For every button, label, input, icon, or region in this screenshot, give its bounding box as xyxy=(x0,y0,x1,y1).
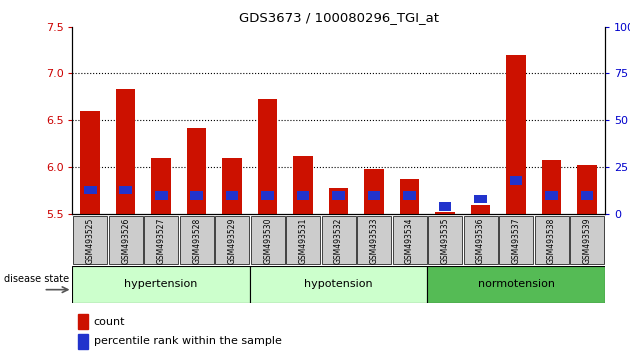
Text: count: count xyxy=(94,316,125,327)
Bar xyxy=(329,188,348,214)
Text: GSM493536: GSM493536 xyxy=(476,217,485,264)
FancyBboxPatch shape xyxy=(428,216,462,264)
Bar xyxy=(332,191,345,200)
Text: GSM493529: GSM493529 xyxy=(227,217,237,264)
Text: hypertension: hypertension xyxy=(125,279,198,289)
FancyBboxPatch shape xyxy=(427,266,605,303)
FancyBboxPatch shape xyxy=(72,266,250,303)
Bar xyxy=(190,191,203,200)
Bar xyxy=(471,205,490,214)
Bar xyxy=(400,178,420,214)
Bar xyxy=(226,191,239,200)
Bar xyxy=(545,191,558,200)
Bar xyxy=(297,191,309,200)
FancyBboxPatch shape xyxy=(180,216,214,264)
Text: GSM493535: GSM493535 xyxy=(440,217,450,264)
FancyBboxPatch shape xyxy=(570,216,604,264)
Text: GSM493531: GSM493531 xyxy=(299,217,307,264)
FancyBboxPatch shape xyxy=(144,216,178,264)
Bar xyxy=(364,169,384,214)
Bar xyxy=(581,191,593,200)
FancyBboxPatch shape xyxy=(73,216,107,264)
Bar xyxy=(155,191,168,200)
Bar xyxy=(368,191,381,200)
Text: GSM493533: GSM493533 xyxy=(370,217,379,264)
Bar xyxy=(84,185,96,194)
FancyBboxPatch shape xyxy=(215,216,249,264)
Text: GSM493534: GSM493534 xyxy=(405,217,414,264)
Text: GSM493538: GSM493538 xyxy=(547,217,556,264)
Bar xyxy=(222,158,242,214)
Text: GSM493530: GSM493530 xyxy=(263,217,272,264)
Bar xyxy=(510,176,522,185)
Title: GDS3673 / 100080296_TGI_at: GDS3673 / 100080296_TGI_at xyxy=(239,11,438,24)
Text: disease state: disease state xyxy=(4,274,69,284)
Text: GSM493528: GSM493528 xyxy=(192,217,201,264)
Bar xyxy=(261,191,274,200)
Bar xyxy=(77,314,88,329)
Text: GSM493527: GSM493527 xyxy=(157,217,166,264)
Bar xyxy=(294,156,313,214)
Bar xyxy=(438,202,452,211)
FancyBboxPatch shape xyxy=(499,216,533,264)
FancyBboxPatch shape xyxy=(108,216,143,264)
FancyBboxPatch shape xyxy=(251,216,285,264)
FancyBboxPatch shape xyxy=(286,216,320,264)
Bar xyxy=(577,165,597,214)
FancyBboxPatch shape xyxy=(464,216,498,264)
Text: GSM493532: GSM493532 xyxy=(334,217,343,264)
Bar xyxy=(435,212,455,214)
Bar xyxy=(81,111,100,214)
FancyBboxPatch shape xyxy=(392,216,427,264)
Bar xyxy=(542,160,561,214)
Text: percentile rank within the sample: percentile rank within the sample xyxy=(94,336,282,346)
Text: normotension: normotension xyxy=(478,279,554,289)
Text: GSM493539: GSM493539 xyxy=(583,217,592,264)
Text: hypotension: hypotension xyxy=(304,279,373,289)
Bar xyxy=(187,128,207,214)
Bar xyxy=(119,185,132,194)
FancyBboxPatch shape xyxy=(357,216,391,264)
Bar xyxy=(507,55,526,214)
FancyBboxPatch shape xyxy=(534,216,569,264)
Bar xyxy=(258,99,277,214)
Bar xyxy=(403,191,416,200)
Bar xyxy=(474,195,487,204)
Text: GSM493526: GSM493526 xyxy=(121,217,130,264)
FancyBboxPatch shape xyxy=(321,216,356,264)
Bar xyxy=(116,90,135,214)
Bar xyxy=(151,158,171,214)
Text: GSM493537: GSM493537 xyxy=(512,217,520,264)
Bar xyxy=(77,334,88,348)
FancyBboxPatch shape xyxy=(250,266,427,303)
Text: GSM493525: GSM493525 xyxy=(86,217,94,264)
